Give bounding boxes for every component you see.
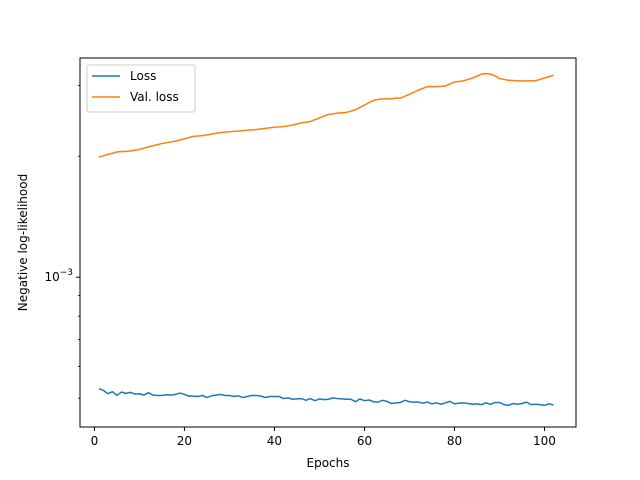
plot-area (80, 58, 576, 427)
legend: Loss Val. loss (86, 64, 196, 113)
y-axis-label: Negative log-likelihood (16, 174, 30, 311)
series-line-val-loss (98, 72, 554, 158)
plot-frame (79, 57, 577, 428)
legend-label: Val. loss (130, 90, 179, 104)
series-line-loss (98, 387, 554, 407)
x-tick-label: 80 (447, 434, 462, 448)
legend-entries: Loss Val. loss (92, 69, 179, 104)
x-tick-label: 0 (91, 434, 99, 448)
y-tick-label: 10−3 (44, 268, 73, 284)
x-axis-label: Epochs (307, 456, 350, 470)
x-tick-label: 20 (177, 434, 192, 448)
x-axis: 0 20 40 60 80 100 (91, 427, 556, 448)
x-tick-label: 100 (533, 434, 556, 448)
plot-background (80, 58, 576, 427)
x-tick-label: 60 (357, 434, 372, 448)
x-tick-label: 40 (267, 434, 282, 448)
series-layer (98, 72, 554, 407)
legend-label: Loss (130, 69, 156, 83)
